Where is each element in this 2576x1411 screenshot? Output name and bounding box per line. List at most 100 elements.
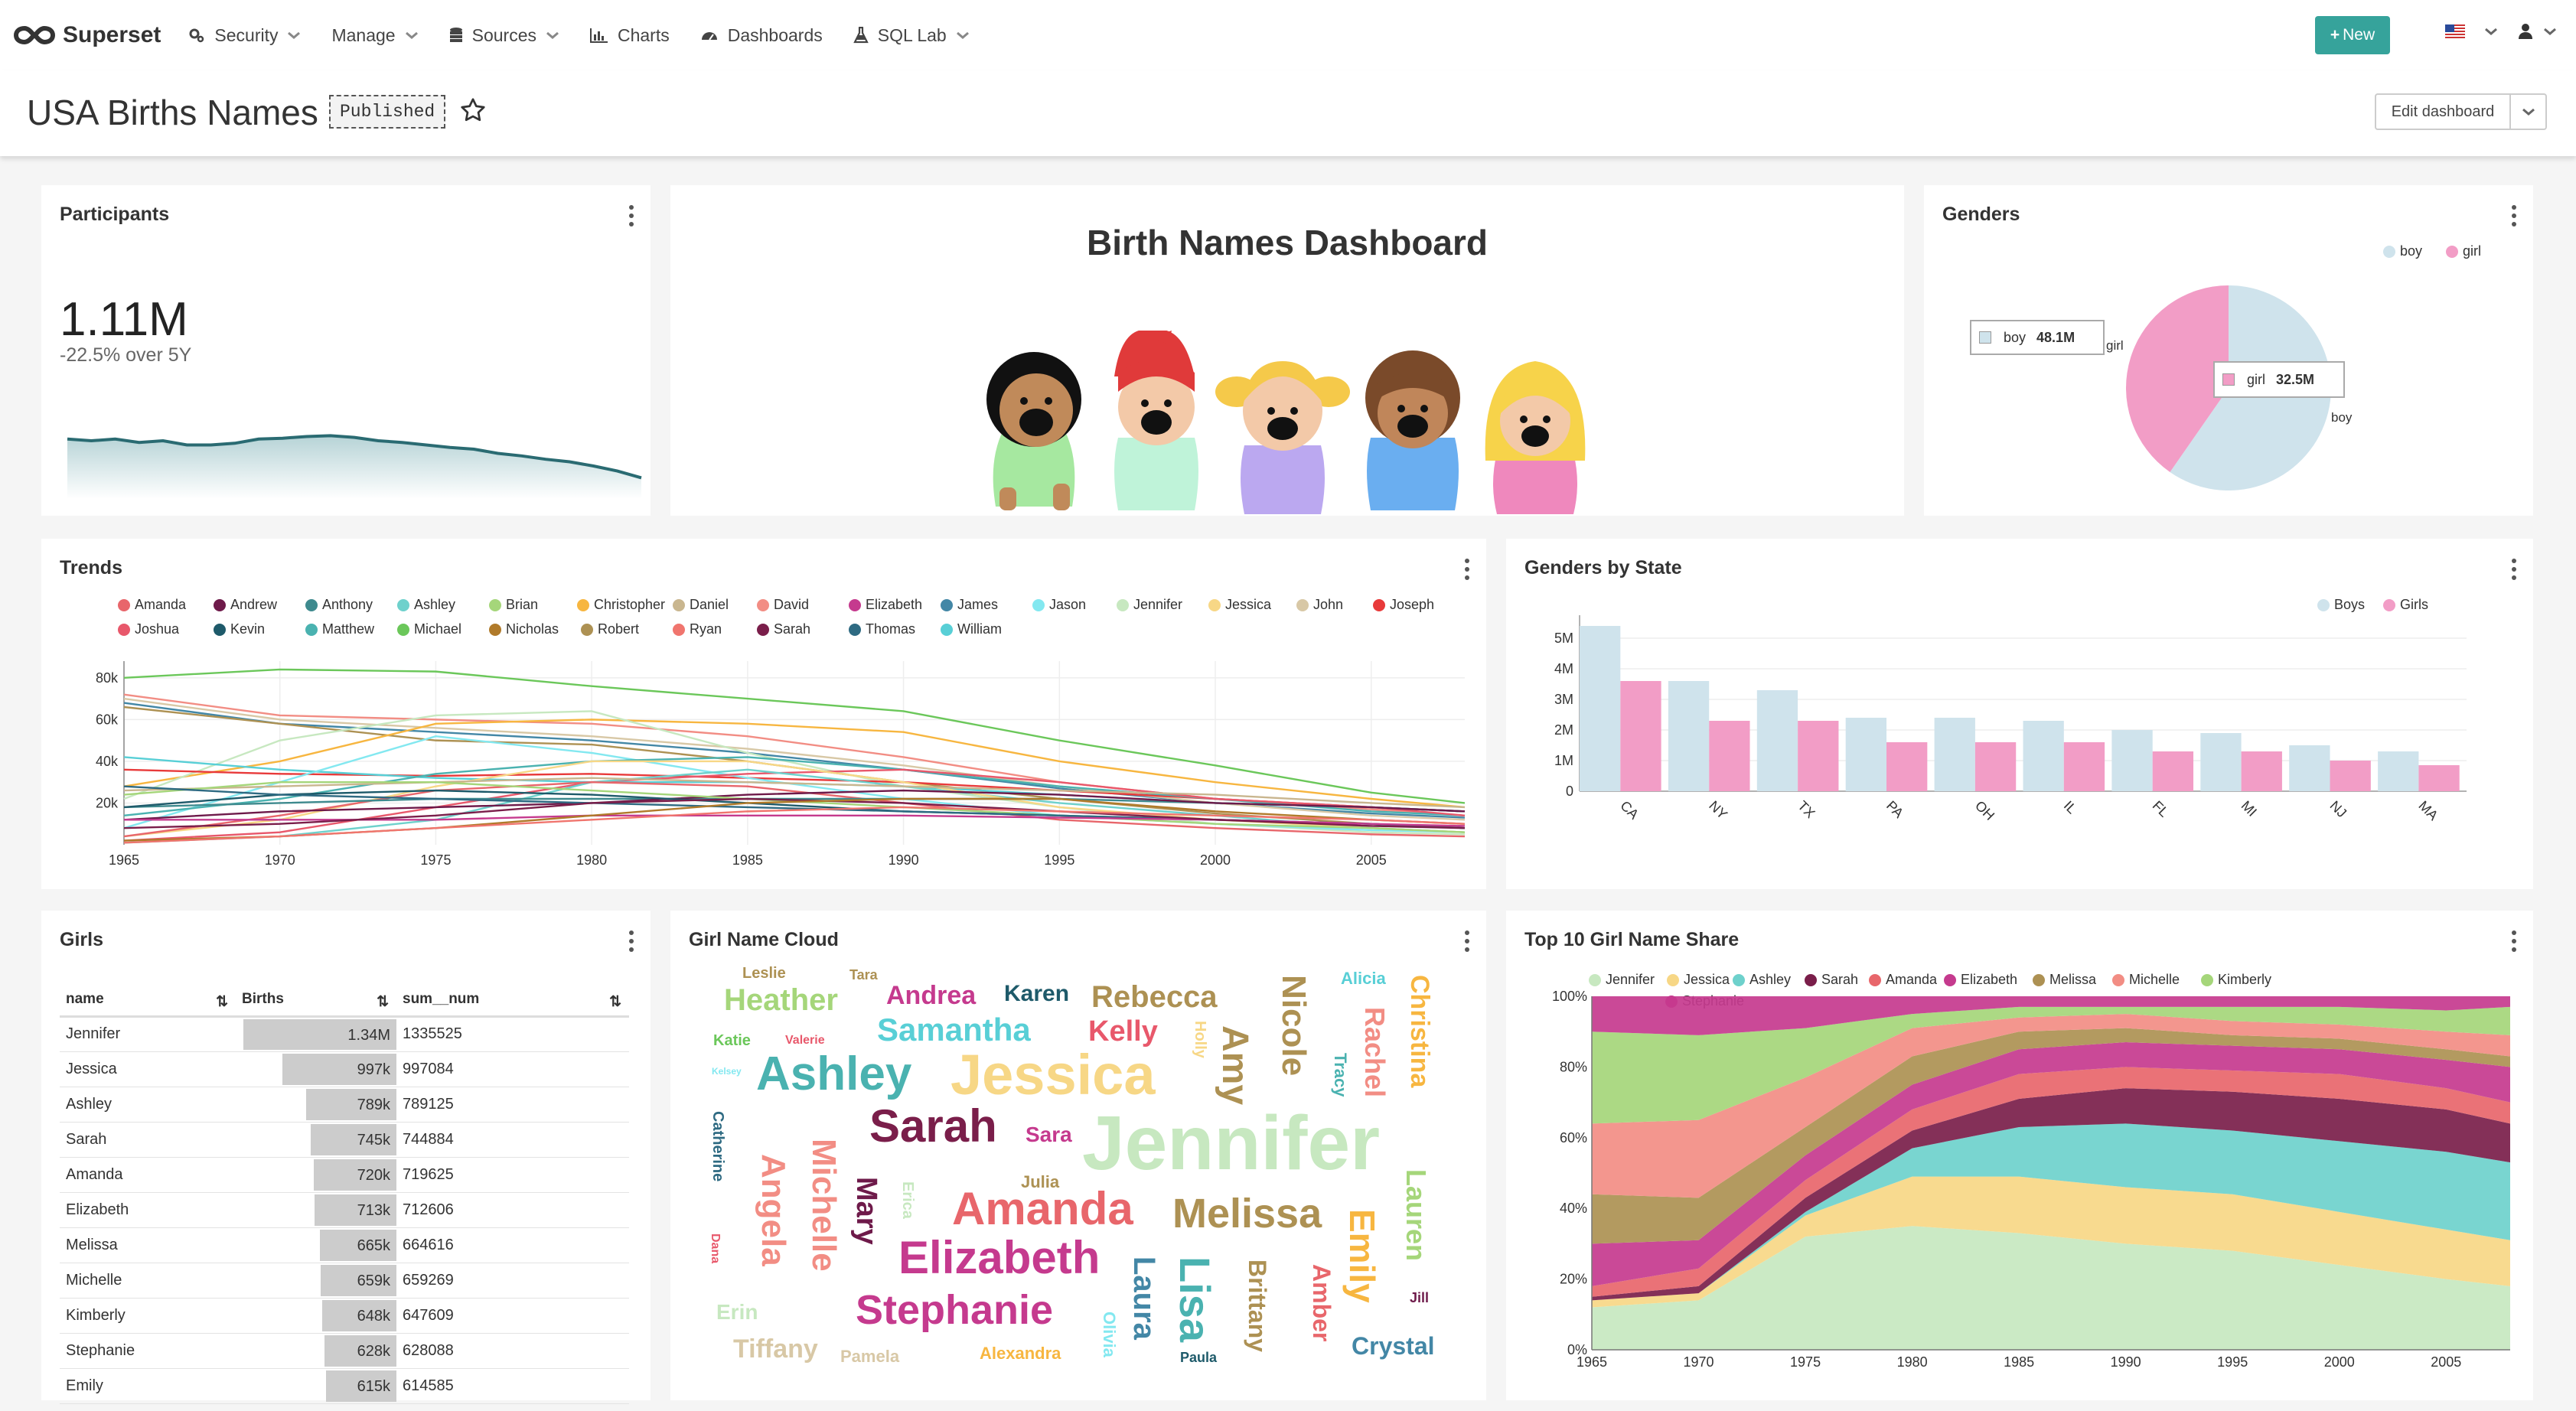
legend-item[interactable]: Jennifer [1117, 597, 1182, 613]
table-row[interactable]: Elizabeth 713k 712606 [60, 1192, 629, 1228]
table-row[interactable]: Stephanie 628k 628088 [60, 1333, 629, 1369]
legend-item[interactable]: James [941, 597, 998, 613]
bar-girls-ma[interactable] [2418, 765, 2460, 791]
bar-boys-fl[interactable] [2111, 730, 2153, 791]
legend-item[interactable]: Jessica [1208, 597, 1271, 613]
cloud-word[interactable]: Valerie [785, 1034, 825, 1047]
bar-boys-pa[interactable] [1845, 718, 1887, 791]
legend-item[interactable]: Anthony [305, 597, 373, 613]
legend-item[interactable]: Girls [2383, 597, 2428, 613]
series-line-michael[interactable] [123, 668, 1466, 804]
column-header-name[interactable]: name ⇅ [60, 984, 236, 1018]
legend-item[interactable]: John [1296, 597, 1343, 613]
cloud-word[interactable]: Amanda [952, 1183, 1133, 1234]
series-line-daniel[interactable] [123, 777, 1466, 809]
area-layer-kimberly[interactable] [1592, 1006, 2510, 1124]
cloud-word[interactable]: Erica [899, 1181, 916, 1220]
cloud-word[interactable]: Sarah [869, 1100, 997, 1152]
series-line-ryan[interactable] [123, 806, 1466, 844]
cloud-word[interactable]: Ashley [756, 1048, 912, 1100]
cloud-word[interactable]: Catherine [709, 1111, 726, 1181]
chart-menu-icon[interactable] [629, 205, 634, 226]
cloud-word[interactable]: Emily [1342, 1209, 1382, 1303]
nav-item-sql-lab[interactable]: SQL Lab [853, 25, 970, 46]
legend-item[interactable]: Michelle [2112, 972, 2180, 988]
cloud-word[interactable]: Kelly [1088, 1015, 1158, 1048]
area-layer-amanda[interactable] [1592, 1067, 2510, 1297]
legend-item[interactable]: Joshua [118, 621, 179, 637]
cloud-word[interactable]: Jennifer [1082, 1100, 1380, 1186]
bar-girls-il[interactable] [2063, 742, 2105, 791]
bar-girls-oh[interactable] [1974, 742, 2017, 791]
table-row[interactable]: Sarah 745k 744884 [60, 1122, 629, 1158]
dashboard-title[interactable]: USA Births Names [27, 93, 318, 132]
bar-boys-nj[interactable] [2289, 745, 2330, 791]
legend-item[interactable]: William [941, 621, 1002, 637]
legend-item[interactable]: Amanda [118, 597, 186, 613]
legend-item[interactable]: Daniel [673, 597, 729, 613]
legend-item[interactable]: Elizabeth [849, 597, 922, 613]
nav-item-security[interactable]: Security [188, 25, 301, 46]
nav-item-dashboards[interactable]: Dashboards [700, 25, 823, 46]
cloud-word[interactable]: Dana [709, 1233, 722, 1263]
cloud-word[interactable]: Paula [1180, 1350, 1218, 1365]
star-favorite-icon[interactable] [459, 96, 487, 124]
cloud-word[interactable]: Amber [1308, 1264, 1335, 1341]
legend-item[interactable]: Thomas [849, 621, 915, 637]
cloud-word[interactable]: Julia [1021, 1172, 1060, 1191]
cloud-word[interactable]: Jill [1410, 1290, 1429, 1305]
cloud-word[interactable]: Elizabeth [898, 1232, 1100, 1283]
nav-item-sources[interactable]: Sources [449, 25, 559, 46]
legend-item[interactable]: Jessica [1667, 972, 1730, 988]
cloud-word[interactable]: Nicole [1275, 975, 1312, 1076]
chart-menu-icon[interactable] [2512, 205, 2516, 226]
cloud-word[interactable]: Pamela [840, 1347, 900, 1366]
cloud-word[interactable]: Tara [849, 967, 879, 982]
cloud-word[interactable]: Holly [1192, 1021, 1208, 1059]
bar-girls-nj[interactable] [2330, 761, 2371, 791]
sort-icon[interactable]: ⇅ [216, 994, 228, 1010]
bar-boys-ca[interactable] [1580, 626, 1621, 791]
area-layer-melissa[interactable] [1592, 1028, 2510, 1244]
cloud-word[interactable]: Angela [755, 1154, 792, 1266]
cloud-word[interactable]: Amy [1215, 1025, 1255, 1105]
cloud-word[interactable]: Tracy [1331, 1053, 1350, 1097]
legend-item[interactable]: Jason [1032, 597, 1086, 613]
legend-item[interactable]: Sarah [1805, 972, 1858, 988]
table-row[interactable]: Emily 615k 614585 [60, 1368, 629, 1404]
more-actions-dropdown[interactable] [2511, 106, 2545, 117]
table-row[interactable]: Melissa 665k 664616 [60, 1227, 629, 1263]
area-layer-michelle[interactable] [1592, 1014, 2510, 1198]
chart-menu-icon[interactable] [1465, 930, 1469, 952]
column-header-sum-num[interactable]: sum__num ⇅ [396, 984, 629, 1018]
superset-logo[interactable]: Superset [14, 22, 161, 48]
cloud-word[interactable]: Laura [1127, 1256, 1161, 1341]
cloud-word[interactable]: Olivia [1100, 1312, 1119, 1358]
language-picker[interactable] [2445, 24, 2499, 38]
chart-menu-icon[interactable] [2512, 930, 2516, 952]
user-menu[interactable] [2518, 23, 2558, 40]
sort-icon[interactable]: ⇅ [609, 994, 621, 1010]
bar-boys-ny[interactable] [1668, 681, 1710, 791]
cloud-word[interactable]: Crystal [1352, 1332, 1435, 1360]
series-line-jennifer[interactable] [123, 710, 1466, 836]
area-layer-sarah[interactable] [1592, 1088, 2510, 1301]
area-layer-jennifer[interactable] [1592, 1226, 2510, 1350]
legend-item[interactable]: Elizabeth [1944, 972, 2017, 988]
cloud-word[interactable]: Brittany [1244, 1259, 1271, 1352]
nav-item-manage[interactable]: Manage [331, 25, 418, 46]
cloud-word[interactable]: Alexandra [980, 1344, 1061, 1363]
cloud-word[interactable]: Christina [1405, 975, 1434, 1088]
cloud-word[interactable]: Jessica [951, 1043, 1156, 1106]
series-line-andrew[interactable] [123, 789, 1466, 821]
legend-item[interactable]: Jennifer [1589, 972, 1655, 988]
bar-boys-oh[interactable] [1934, 718, 1975, 791]
legend-item[interactable]: Ryan [673, 621, 722, 637]
cloud-word[interactable]: Alicia [1341, 969, 1386, 988]
table-row[interactable]: Amanda 720k 719625 [60, 1157, 629, 1193]
legend-item[interactable]: girl [2446, 243, 2481, 259]
legend-item[interactable]: Nicholas [489, 621, 559, 637]
table-row[interactable]: Ashley 789k 789125 [60, 1087, 629, 1123]
legend-item[interactable]: Ashley [1733, 972, 1791, 988]
area-layer-stephanie[interactable] [1592, 996, 2510, 1035]
